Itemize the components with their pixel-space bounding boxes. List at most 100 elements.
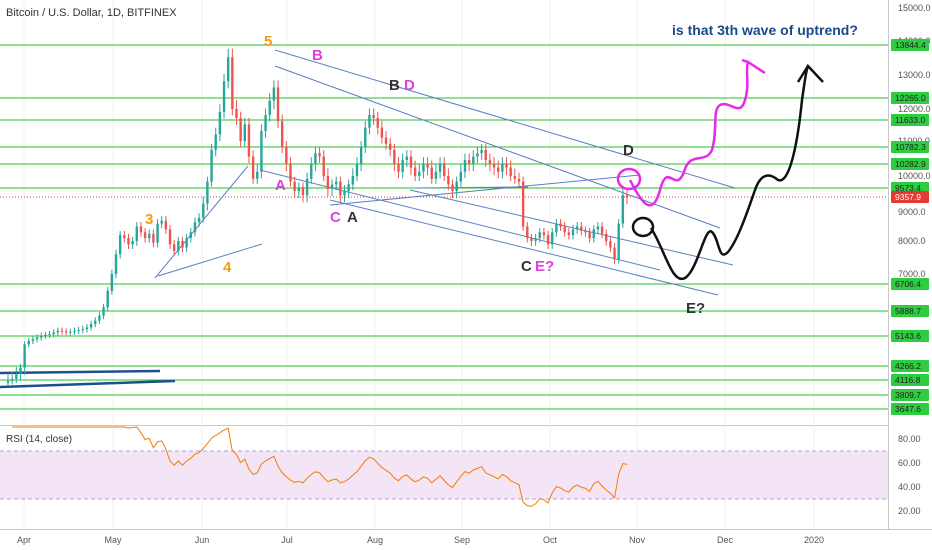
candle-body [501, 163, 504, 172]
candle-body [405, 156, 409, 161]
current-price-badge[interactable] [891, 191, 929, 204]
wave-label: D [404, 77, 415, 94]
candle-body [588, 232, 591, 239]
price-level-badge[interactable] [891, 389, 929, 401]
price-level-badge[interactable] [891, 403, 929, 415]
price-level-badge[interactable] [891, 158, 929, 170]
candle-body [617, 223, 620, 260]
wave-label: A [347, 209, 358, 226]
candle-body [35, 337, 39, 340]
candle-body [613, 247, 616, 260]
price-level-badge[interactable] [891, 278, 929, 290]
candle-body [551, 232, 554, 245]
y-tick-label: 12000.0 [898, 104, 931, 114]
magenta-arrow-head [741, 58, 749, 64]
candle-body [114, 254, 118, 274]
candle-body [264, 114, 267, 132]
wave-label: C [330, 209, 341, 226]
trendline[interactable] [409, 189, 734, 266]
wave-label: C [521, 258, 532, 275]
candle-body [89, 324, 93, 328]
trendline[interactable] [0, 379, 176, 389]
candle-body [372, 114, 375, 118]
price-level-label: 6706.4 [895, 279, 921, 289]
price-level-badge[interactable] [891, 114, 929, 126]
candle-body [106, 290, 109, 308]
candle-body [343, 191, 346, 196]
candle-body [397, 163, 400, 172]
price-level-badge[interactable] [891, 374, 929, 386]
price-axis[interactable]: 15000.014000.013000.012000.011000.010000… [891, 3, 931, 415]
trendline[interactable] [274, 49, 736, 189]
candle-body [135, 226, 138, 241]
candle-body [60, 330, 64, 332]
candle-body [592, 229, 595, 239]
magenta-projection-path [628, 60, 766, 207]
wave-label: D [623, 142, 634, 159]
chart-title: Bitcoin / U.S. Dollar, 1D, BITFINEX [6, 7, 177, 19]
x-tick-label: Dec [717, 535, 734, 545]
candle-body [272, 87, 276, 101]
trendline[interactable] [154, 165, 249, 279]
candle-body [156, 223, 159, 243]
candle-body [584, 230, 587, 233]
price-level-badge[interactable] [891, 39, 929, 51]
candle-body [472, 156, 475, 164]
time-axis[interactable]: Apr May Jun Jul Aug Sep Oct Nov Dec 2020 [17, 535, 824, 545]
trendline[interactable] [329, 199, 719, 296]
trendline[interactable] [259, 169, 661, 271]
candle-body [463, 160, 467, 172]
rsi-tick-label: 60.00 [898, 458, 921, 468]
price-level-label: 4116.8 [895, 375, 921, 385]
candle-body [19, 367, 22, 375]
candle-body [380, 127, 384, 138]
trendline[interactable] [157, 243, 263, 277]
candle-body [276, 87, 280, 122]
candle-body [251, 156, 255, 179]
x-tick-label: Sep [454, 535, 470, 545]
price-level-label: 5143.6 [895, 331, 921, 341]
magenta-circle [616, 167, 642, 191]
candle-body [459, 171, 463, 182]
candle-body [625, 195, 629, 198]
main-pane[interactable] [0, 0, 888, 425]
candle-body [546, 235, 550, 245]
candle-body [322, 156, 325, 176]
candle-body [285, 146, 288, 164]
trendline[interactable] [0, 369, 161, 375]
candle-body [467, 160, 471, 164]
candle-body [280, 121, 284, 147]
candle-body [202, 203, 205, 218]
candle-body [413, 167, 417, 176]
candle-body [567, 232, 571, 236]
price-level-badge[interactable] [891, 92, 929, 104]
candle-body [110, 274, 114, 291]
rsi-axis[interactable]: 80.00 60.00 40.00 20.00 [898, 434, 921, 516]
y-tick-label: 10000.0 [898, 171, 931, 181]
price-level-label: 4266.2 [895, 361, 921, 371]
wave-label: A [275, 177, 286, 194]
price-level-badge[interactable] [891, 141, 929, 153]
candle-body [77, 330, 80, 332]
candle-body [31, 339, 35, 341]
candle-body [305, 178, 309, 196]
candle-body [214, 134, 217, 150]
candle-body [330, 184, 334, 189]
candle-body [226, 57, 230, 82]
price-level-badge[interactable] [891, 330, 929, 342]
candle-body [168, 229, 172, 245]
rsi-tick-label: 40.00 [898, 482, 921, 492]
y-tick-label: 13000.0 [898, 70, 931, 80]
trendline[interactable] [329, 174, 641, 206]
price-level-badge[interactable] [891, 182, 929, 194]
price-level-badge[interactable] [891, 360, 929, 372]
candle-body [355, 163, 359, 176]
x-tick-label: Aug [367, 535, 383, 545]
candle-body [426, 163, 429, 168]
trendline[interactable] [274, 65, 721, 229]
price-level-badge[interactable] [891, 305, 929, 317]
candle-body [40, 335, 43, 338]
candle-body [334, 181, 338, 185]
candle-body [596, 226, 600, 230]
